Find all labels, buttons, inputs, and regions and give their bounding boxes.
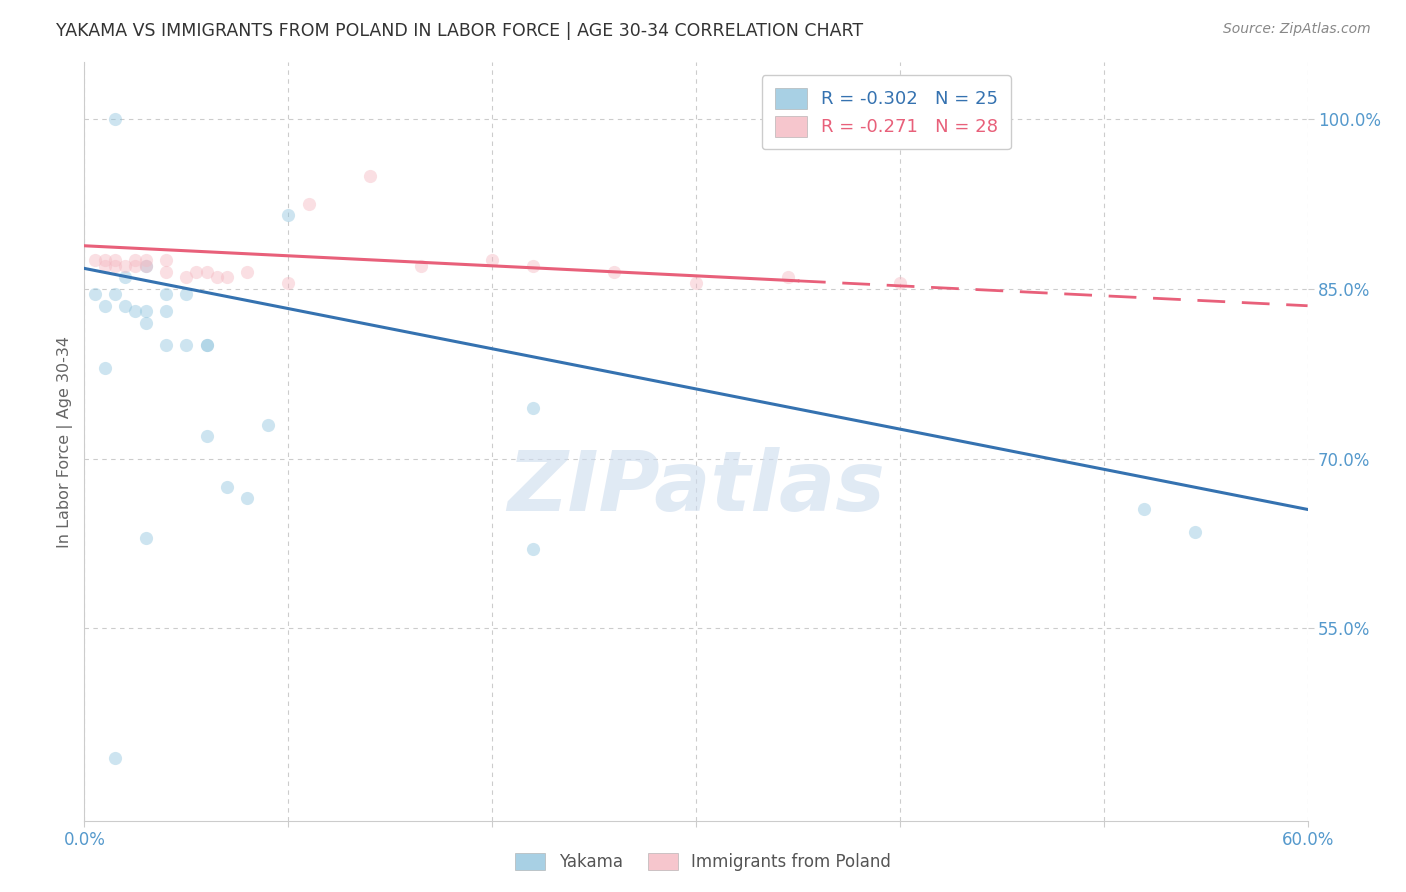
Point xyxy=(889,276,911,290)
Legend: Yakama, Immigrants from Poland: Yakama, Immigrants from Poland xyxy=(508,845,898,880)
Point xyxy=(135,259,157,273)
Point xyxy=(155,265,177,279)
Text: ZIPatlas: ZIPatlas xyxy=(508,447,884,527)
Point xyxy=(135,304,157,318)
Point xyxy=(83,287,105,301)
Point xyxy=(603,265,626,279)
Point xyxy=(195,338,218,352)
Point xyxy=(277,208,299,222)
Point xyxy=(359,169,381,183)
Point xyxy=(104,259,127,273)
Point xyxy=(522,542,544,557)
Point xyxy=(93,361,115,376)
Point xyxy=(83,253,105,268)
Point xyxy=(409,259,432,273)
Point xyxy=(277,276,299,290)
Point xyxy=(114,270,136,285)
Point xyxy=(124,304,146,318)
Point xyxy=(135,253,157,268)
Point xyxy=(776,270,799,285)
Legend: R = -0.302   N = 25, R = -0.271   N = 28: R = -0.302 N = 25, R = -0.271 N = 28 xyxy=(762,75,1011,150)
Point xyxy=(298,197,321,211)
Point xyxy=(186,265,208,279)
Point xyxy=(135,316,157,330)
Text: Source: ZipAtlas.com: Source: ZipAtlas.com xyxy=(1223,22,1371,37)
Point xyxy=(217,480,239,494)
Point xyxy=(155,253,177,268)
Point xyxy=(93,299,115,313)
Point xyxy=(104,112,127,126)
Point xyxy=(114,299,136,313)
Point xyxy=(1184,524,1206,539)
Point xyxy=(155,304,177,318)
Point xyxy=(93,259,115,273)
Point xyxy=(195,265,218,279)
Point xyxy=(114,259,136,273)
Point xyxy=(236,491,259,505)
Point xyxy=(195,429,218,443)
Point xyxy=(1133,502,1156,516)
Point xyxy=(257,417,280,432)
Point xyxy=(236,265,259,279)
Point xyxy=(217,270,239,285)
Text: YAKAMA VS IMMIGRANTS FROM POLAND IN LABOR FORCE | AGE 30-34 CORRELATION CHART: YAKAMA VS IMMIGRANTS FROM POLAND IN LABO… xyxy=(56,22,863,40)
Point xyxy=(155,338,177,352)
Y-axis label: In Labor Force | Age 30-34: In Labor Force | Age 30-34 xyxy=(58,335,73,548)
Point xyxy=(522,401,544,415)
Point xyxy=(104,751,127,765)
Point xyxy=(135,531,157,545)
Point xyxy=(195,338,218,352)
Point xyxy=(124,253,146,268)
Point xyxy=(155,287,177,301)
Point xyxy=(522,259,544,273)
Point xyxy=(174,270,197,285)
Point xyxy=(685,276,707,290)
Point xyxy=(124,259,146,273)
Point xyxy=(481,253,503,268)
Point xyxy=(205,270,228,285)
Point xyxy=(135,259,157,273)
Point xyxy=(104,253,127,268)
Point xyxy=(104,287,127,301)
Point xyxy=(93,253,115,268)
Point xyxy=(174,338,197,352)
Point xyxy=(174,287,197,301)
